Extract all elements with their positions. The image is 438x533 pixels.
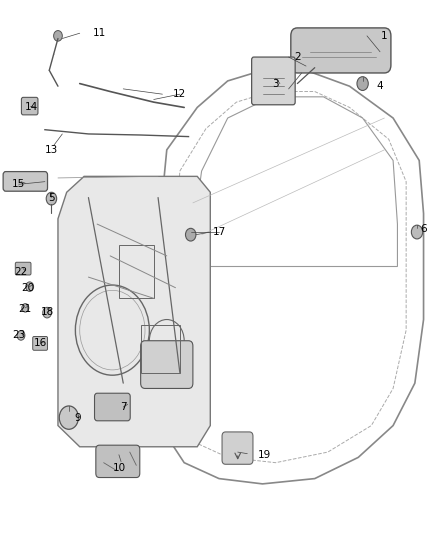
Circle shape <box>17 330 25 340</box>
Circle shape <box>53 30 62 41</box>
Polygon shape <box>58 176 210 447</box>
Text: 4: 4 <box>377 81 383 91</box>
Circle shape <box>26 282 34 292</box>
Text: 16: 16 <box>34 338 47 349</box>
FancyBboxPatch shape <box>33 336 47 350</box>
Text: 5: 5 <box>48 192 55 203</box>
Text: 6: 6 <box>420 224 427 235</box>
Text: 13: 13 <box>45 145 58 155</box>
FancyBboxPatch shape <box>96 445 140 478</box>
Text: 3: 3 <box>272 78 279 88</box>
FancyBboxPatch shape <box>95 393 130 421</box>
FancyBboxPatch shape <box>252 57 295 105</box>
FancyBboxPatch shape <box>3 172 47 191</box>
Circle shape <box>22 304 29 312</box>
Text: 19: 19 <box>258 450 271 460</box>
Text: 20: 20 <box>21 282 34 293</box>
Circle shape <box>185 228 196 241</box>
Text: 9: 9 <box>74 413 81 423</box>
Circle shape <box>411 225 423 239</box>
Text: 2: 2 <box>294 52 300 62</box>
Text: 10: 10 <box>112 463 125 473</box>
FancyBboxPatch shape <box>222 432 253 464</box>
Text: 15: 15 <box>12 179 25 189</box>
Text: 7: 7 <box>120 402 127 412</box>
FancyBboxPatch shape <box>15 262 31 275</box>
Circle shape <box>59 406 78 429</box>
Text: 11: 11 <box>93 28 106 38</box>
Circle shape <box>43 308 51 318</box>
Text: 1: 1 <box>381 31 388 41</box>
FancyBboxPatch shape <box>291 28 391 73</box>
Text: 22: 22 <box>14 267 28 277</box>
Text: 18: 18 <box>40 306 54 317</box>
Text: 17: 17 <box>212 227 226 237</box>
FancyBboxPatch shape <box>141 341 193 389</box>
Circle shape <box>46 192 57 205</box>
Text: 12: 12 <box>173 89 187 99</box>
Text: 21: 21 <box>19 304 32 314</box>
FancyBboxPatch shape <box>21 98 38 115</box>
Circle shape <box>357 77 368 91</box>
Text: 14: 14 <box>25 102 39 112</box>
Text: 23: 23 <box>12 330 25 341</box>
